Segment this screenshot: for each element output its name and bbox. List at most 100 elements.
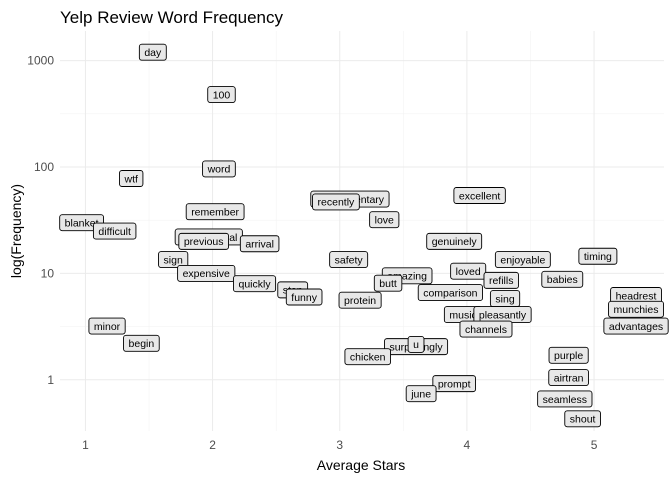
- data-point-box: [373, 274, 403, 292]
- data-point-label: expensive: [177, 264, 236, 282]
- data-point-label: prompt: [432, 375, 476, 393]
- x-tick-label: 1: [82, 438, 89, 452]
- data-point-label: arrival: [239, 235, 280, 253]
- y-axis-title: log(Frequency): [8, 184, 24, 278]
- data-point-text: quickly: [238, 279, 271, 291]
- data-point-label: blanket: [59, 214, 104, 232]
- data-point-text: begin: [129, 338, 155, 350]
- data-point-text: u: [413, 339, 419, 351]
- data-point-label: sing: [489, 290, 521, 308]
- data-point-text: sing: [495, 293, 514, 305]
- data-point-label: previous: [178, 232, 229, 250]
- data-point-box: [207, 86, 236, 104]
- data-point-text: munchies: [614, 304, 659, 316]
- y-tick-label: 1: [47, 373, 54, 387]
- data-point-label: pleasantly: [473, 306, 532, 324]
- data-point-box: [578, 247, 618, 265]
- data-point-box: [178, 232, 229, 250]
- x-tick-label: 3: [336, 438, 343, 452]
- data-point-text: purple: [554, 350, 583, 362]
- data-point-box: [541, 270, 584, 288]
- x-tick-label: 5: [591, 438, 598, 452]
- data-point-box: [494, 251, 551, 268]
- data-point-text: shout: [570, 414, 596, 426]
- data-point-text: difficult: [98, 226, 131, 238]
- data-point-label: excellent: [453, 187, 506, 204]
- data-point-label: enjoyable: [494, 251, 551, 268]
- data-point-text: airtran: [554, 372, 584, 384]
- data-point-box: [88, 317, 126, 335]
- data-point-box: [459, 320, 513, 338]
- data-point-text: babies: [547, 274, 578, 286]
- data-point-text: remember: [191, 207, 239, 219]
- data-point-text: butt: [379, 278, 397, 290]
- data-point-text: protein: [344, 295, 376, 307]
- data-point-label: advantages: [603, 317, 669, 335]
- data-point-label: shout: [564, 410, 601, 428]
- data-point-text: excellent: [459, 190, 501, 202]
- data-point-label: purple: [548, 346, 589, 364]
- data-point-box: [158, 251, 189, 268]
- data-point-label: june: [405, 385, 437, 403]
- data-point-text: expensive: [183, 268, 230, 280]
- data-point-box: [548, 346, 589, 364]
- data-point-label: protein: [338, 291, 382, 309]
- data-point-label: refills: [483, 271, 519, 289]
- data-point-box: [564, 410, 601, 428]
- chart-title: Yelp Review Word Frequency: [60, 8, 284, 27]
- data-point-text: 100: [213, 89, 231, 101]
- data-point-text: love: [375, 214, 394, 226]
- data-point-text: day: [144, 47, 162, 59]
- data-point-text: chicken: [350, 351, 386, 363]
- data-point-label: chicken: [344, 348, 391, 366]
- data-point-box: [426, 232, 483, 250]
- axis-ticks: 1 2 3 4 5 1 10 100 1000: [27, 54, 597, 452]
- data-point-box: [537, 390, 593, 408]
- data-point-text: recently: [318, 197, 356, 209]
- data-point-box: [138, 43, 167, 61]
- data-point-text: refills: [489, 275, 514, 287]
- data-point-label: remember: [185, 203, 245, 221]
- data-point-text: june: [410, 388, 431, 400]
- data-point-box: [119, 170, 144, 187]
- data-point-label: wtf: [119, 170, 144, 187]
- data-point-label: airtran: [548, 369, 589, 386]
- data-point-label: recently: [312, 193, 360, 211]
- data-point-label: headrest: [610, 287, 662, 304]
- data-point-box: [285, 288, 323, 306]
- data-point-text: safety: [335, 254, 364, 266]
- data-point-label: channels: [459, 320, 513, 338]
- data-point-box: [202, 160, 236, 178]
- data-point-box: [369, 211, 400, 229]
- data-point-text: channels: [465, 324, 507, 336]
- data-point-label: begin: [123, 334, 160, 352]
- data-point-box: [450, 262, 487, 280]
- data-point-box: [417, 284, 483, 302]
- data-point-label: loved: [450, 262, 487, 280]
- x-axis-title: Average Stars: [317, 457, 405, 473]
- data-point-box: [312, 193, 360, 211]
- data-point-text: previous: [184, 236, 224, 248]
- data-point-text: word: [207, 164, 231, 176]
- data-point-box: [432, 375, 476, 393]
- x-tick-label: 2: [209, 438, 216, 452]
- data-point-box: [92, 222, 137, 240]
- data-point-text: minor: [94, 321, 121, 333]
- y-tick-label: 100: [34, 160, 54, 174]
- data-point-text: funny: [291, 292, 317, 304]
- data-point-label: difficult: [92, 222, 137, 240]
- data-point-box: [233, 275, 277, 293]
- data-point-box: [177, 264, 236, 282]
- data-point-box: [123, 334, 160, 352]
- data-point-box: [405, 385, 437, 403]
- data-point-label: music: [443, 306, 483, 324]
- data-point-text: music: [449, 309, 476, 321]
- data-point-box: [407, 335, 425, 353]
- data-point-box: [338, 291, 382, 309]
- y-tick-label: 10: [41, 266, 55, 280]
- data-point-text: headrest: [616, 290, 657, 302]
- data-point-label: quickly: [233, 275, 277, 293]
- data-point-text: enjoyable: [500, 254, 545, 266]
- data-point-text: advantages: [609, 321, 663, 333]
